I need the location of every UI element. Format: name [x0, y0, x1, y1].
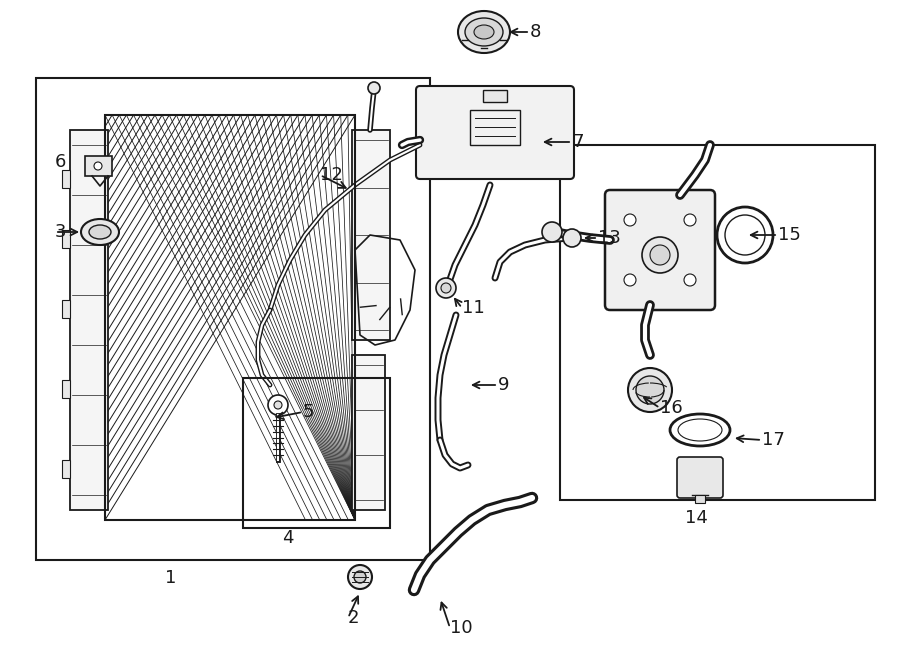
Text: 15: 15 — [778, 226, 801, 244]
Bar — [470, 110, 520, 145]
Text: 7: 7 — [572, 133, 583, 151]
Ellipse shape — [474, 25, 494, 39]
Circle shape — [274, 401, 282, 409]
Circle shape — [436, 278, 456, 298]
Text: 9: 9 — [498, 376, 509, 394]
Bar — [243, 378, 390, 528]
Bar — [62, 460, 70, 478]
Circle shape — [268, 395, 288, 415]
Text: 1: 1 — [165, 569, 176, 587]
Text: 13: 13 — [598, 229, 621, 247]
Ellipse shape — [458, 11, 510, 53]
Circle shape — [628, 368, 672, 412]
Circle shape — [563, 229, 581, 247]
Ellipse shape — [81, 219, 119, 245]
Circle shape — [624, 214, 636, 226]
FancyBboxPatch shape — [677, 457, 723, 498]
Bar — [352, 130, 390, 340]
Circle shape — [542, 222, 562, 242]
Ellipse shape — [465, 18, 503, 46]
FancyBboxPatch shape — [605, 190, 715, 310]
Circle shape — [348, 565, 372, 589]
Text: 3: 3 — [55, 223, 67, 241]
Bar — [70, 130, 108, 510]
Circle shape — [636, 376, 664, 404]
Bar — [62, 170, 70, 188]
FancyBboxPatch shape — [416, 86, 574, 179]
Text: 14: 14 — [685, 509, 708, 527]
Bar — [483, 90, 507, 102]
Circle shape — [624, 274, 636, 286]
Text: 12: 12 — [320, 166, 343, 184]
Bar — [62, 230, 70, 248]
Circle shape — [94, 162, 102, 170]
Text: 17: 17 — [762, 431, 785, 449]
Polygon shape — [85, 156, 112, 176]
Text: 10: 10 — [450, 619, 472, 637]
Bar — [352, 355, 385, 510]
Circle shape — [354, 571, 366, 583]
Text: 11: 11 — [462, 299, 485, 317]
Bar — [36, 78, 430, 560]
Circle shape — [368, 82, 380, 94]
Circle shape — [642, 237, 678, 273]
Bar — [695, 495, 705, 503]
Text: 5: 5 — [303, 403, 314, 421]
Bar — [105, 115, 355, 520]
Circle shape — [684, 214, 696, 226]
Bar — [62, 380, 70, 398]
Text: 4: 4 — [282, 529, 293, 547]
Text: 6: 6 — [55, 153, 67, 171]
Circle shape — [441, 283, 451, 293]
Bar — [560, 145, 875, 500]
Circle shape — [650, 245, 670, 265]
Ellipse shape — [89, 225, 111, 239]
Circle shape — [684, 274, 696, 286]
Text: 8: 8 — [530, 23, 542, 41]
Text: 16: 16 — [660, 399, 683, 417]
Text: 2: 2 — [348, 609, 359, 627]
Bar — [62, 300, 70, 318]
